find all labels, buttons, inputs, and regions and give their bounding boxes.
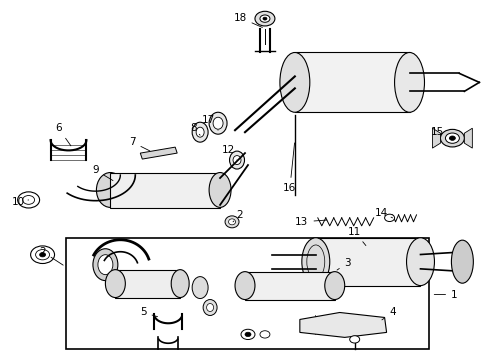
Polygon shape	[140, 147, 177, 159]
Bar	[110, 173, 220, 208]
Ellipse shape	[206, 303, 213, 311]
Text: 11: 11	[347, 227, 365, 246]
Circle shape	[40, 252, 45, 257]
Ellipse shape	[279, 53, 309, 112]
Ellipse shape	[209, 172, 230, 207]
Text: 7: 7	[129, 137, 149, 151]
Bar	[294, 53, 408, 112]
Ellipse shape	[228, 219, 235, 225]
Text: 3: 3	[336, 258, 350, 270]
Circle shape	[263, 17, 266, 20]
Text: 6: 6	[55, 123, 71, 146]
Bar	[244, 272, 334, 300]
Text: 1: 1	[433, 289, 457, 300]
Ellipse shape	[235, 272, 254, 300]
Text: 12: 12	[221, 145, 237, 160]
Text: 18: 18	[233, 13, 262, 27]
Ellipse shape	[209, 112, 226, 134]
Ellipse shape	[192, 122, 208, 142]
Ellipse shape	[98, 255, 113, 275]
Text: 13: 13	[295, 217, 326, 227]
Text: 5: 5	[140, 307, 157, 318]
Circle shape	[244, 332, 250, 337]
Circle shape	[445, 133, 458, 143]
Ellipse shape	[203, 300, 217, 315]
Ellipse shape	[93, 249, 118, 280]
Polygon shape	[431, 128, 440, 148]
Text: 2: 2	[39, 247, 63, 265]
Circle shape	[31, 246, 55, 264]
Text: 14: 14	[374, 208, 392, 218]
Circle shape	[448, 136, 454, 140]
Polygon shape	[464, 128, 471, 148]
Circle shape	[384, 214, 394, 221]
Text: 10: 10	[12, 197, 29, 207]
Circle shape	[440, 129, 464, 147]
Ellipse shape	[450, 240, 472, 283]
Text: 4: 4	[381, 307, 395, 320]
Circle shape	[260, 331, 269, 338]
Ellipse shape	[224, 216, 239, 228]
Ellipse shape	[394, 53, 424, 112]
Circle shape	[260, 15, 269, 22]
Circle shape	[241, 329, 254, 339]
Ellipse shape	[233, 156, 241, 165]
Text: 16: 16	[283, 143, 296, 193]
Ellipse shape	[324, 272, 344, 300]
Circle shape	[36, 249, 49, 260]
Circle shape	[22, 195, 35, 204]
Ellipse shape	[192, 276, 208, 298]
Bar	[65, 238, 428, 349]
Ellipse shape	[196, 127, 203, 137]
Ellipse shape	[213, 117, 223, 129]
Bar	[315, 238, 420, 285]
Ellipse shape	[96, 172, 124, 207]
Ellipse shape	[229, 151, 244, 169]
Text: 2: 2	[233, 210, 243, 222]
Ellipse shape	[406, 238, 433, 285]
Circle shape	[254, 11, 274, 26]
Circle shape	[349, 336, 359, 343]
Polygon shape	[299, 312, 386, 337]
Ellipse shape	[301, 238, 329, 285]
Bar	[115, 270, 180, 298]
Circle shape	[18, 192, 40, 208]
Text: 17: 17	[201, 115, 218, 130]
Ellipse shape	[105, 270, 125, 298]
Ellipse shape	[171, 270, 189, 298]
Text: 9: 9	[92, 165, 113, 181]
Text: 8: 8	[189, 123, 200, 135]
Text: 15: 15	[430, 127, 449, 139]
